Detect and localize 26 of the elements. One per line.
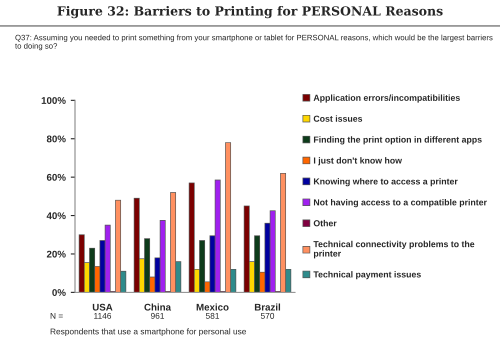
- legend-label: Finding the print option in different apps: [314, 136, 482, 144]
- y-tick-label: 60%: [46, 174, 66, 181]
- y-tick-label: 0%: [52, 289, 66, 296]
- text: N =: [50, 313, 63, 319]
- legend-label: Application errors/incompatibilities: [314, 94, 460, 103]
- legend-label: Technical payment issues: [313, 271, 421, 280]
- legend-label: Other: [314, 220, 337, 226]
- y-tick-label: 20%: [46, 250, 66, 258]
- legend-label: Not having access to a compatible printer: [314, 199, 487, 208]
- text: 570: [260, 312, 274, 319]
- text: 961: [150, 312, 164, 319]
- text: 1146: [94, 312, 112, 319]
- legend-label: Technical connectivity problems to the printer: [313, 240, 474, 258]
- y-tick-label: 80%: [46, 135, 66, 142]
- x-tick-label: Brazil: [254, 303, 280, 311]
- y-tick-label: 100%: [42, 97, 66, 104]
- y-tick-label: 40%: [46, 212, 66, 220]
- legend-label: I just don't know how: [314, 157, 402, 166]
- x-tick-label: Mexico: [196, 303, 229, 311]
- text: Respondents that use a smartphone for personal use: [50, 328, 246, 336]
- text: 581: [206, 312, 220, 319]
- x-tick-label: USA: [92, 304, 113, 311]
- x-tick-label: China: [144, 303, 172, 311]
- legend-label: Cost issues: [314, 115, 362, 122]
- legend-label: Knowing where to access a printer: [314, 178, 458, 186]
- chart-title: Figure 32: Barriers to Printing for PERSONAL Reasons: [57, 6, 443, 18]
